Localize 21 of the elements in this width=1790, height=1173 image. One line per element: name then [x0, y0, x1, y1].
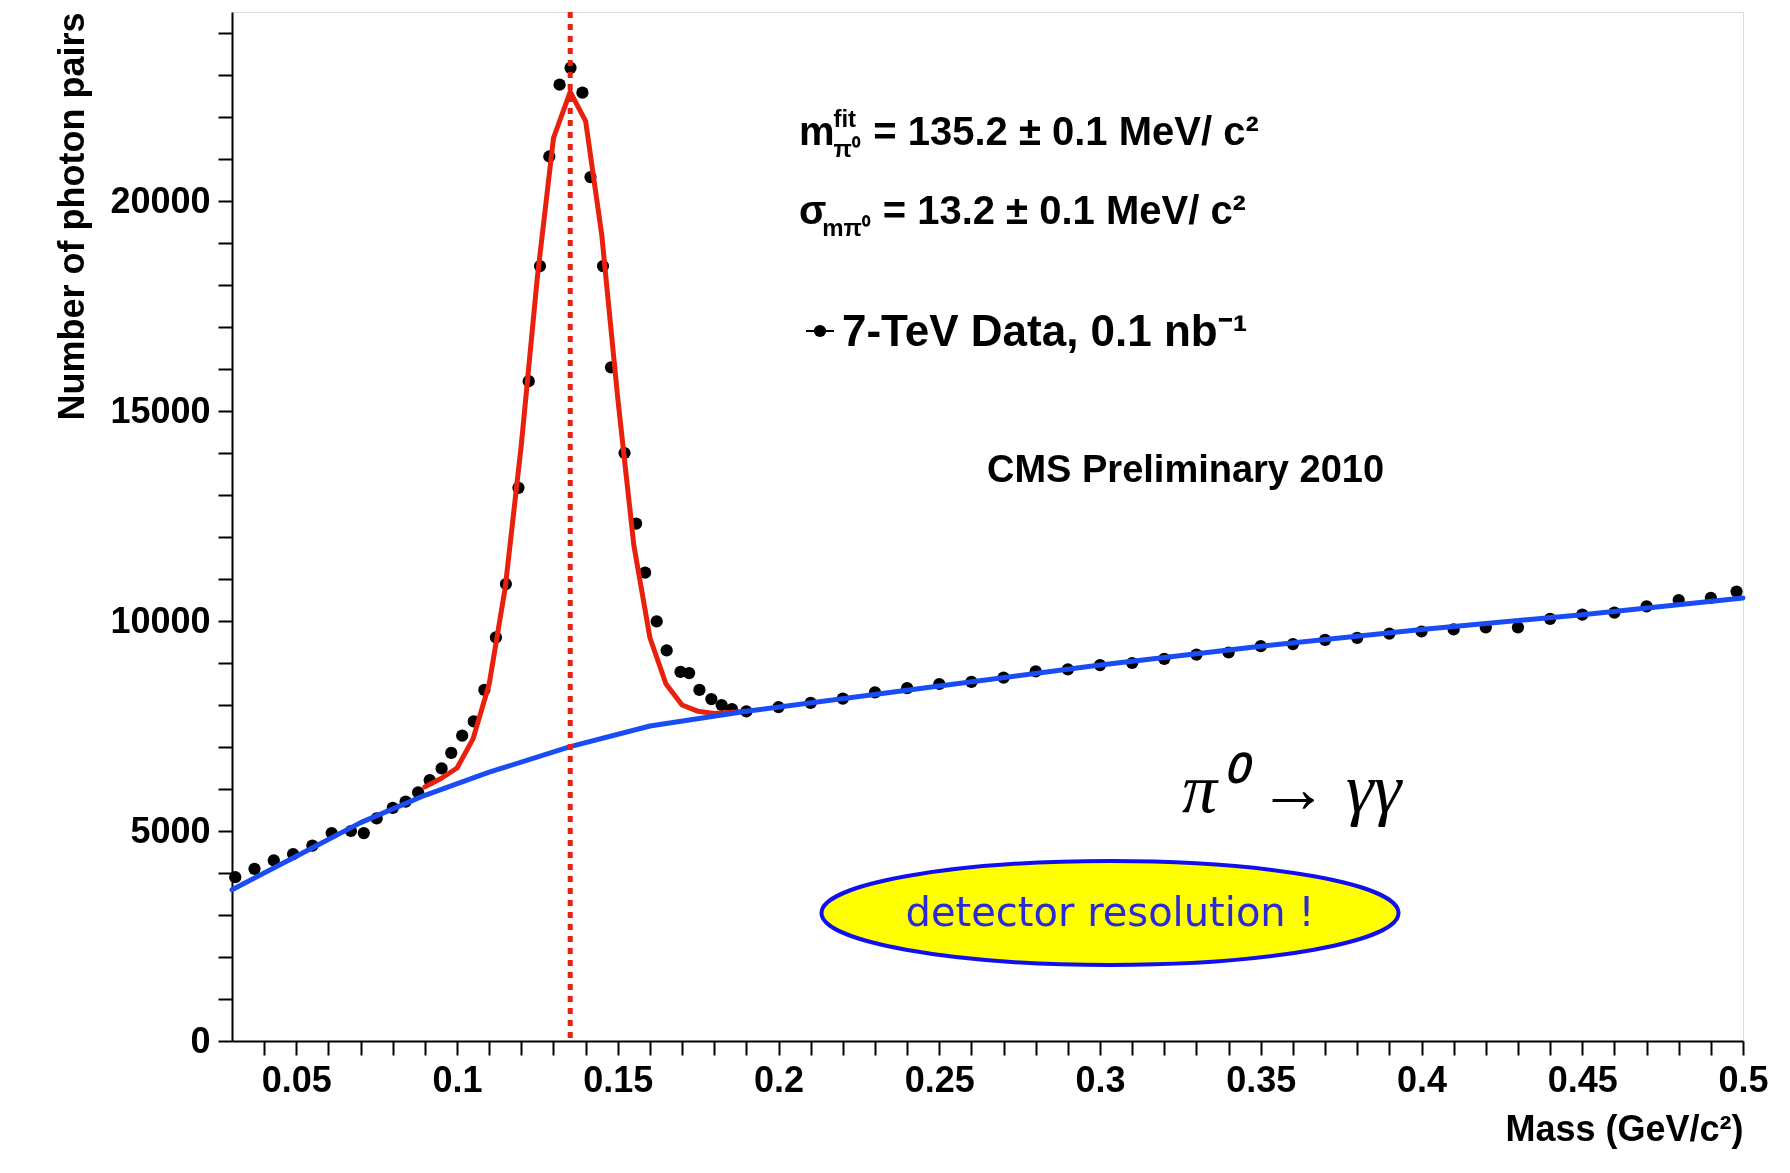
y-axis-title: Number of photon pairs: [51, 12, 93, 421]
legend-label: 7-TeV Data, 0.1 nb⁻¹: [842, 306, 1248, 355]
x-tick-label: 0.5: [1718, 1058, 1769, 1100]
x-tick-label: 0.35: [1226, 1058, 1297, 1100]
x-tick-label: 0.45: [1547, 1058, 1618, 1100]
x-axis-title: Mass (GeV/c²): [1505, 1107, 1744, 1149]
annotation: CMS Preliminary 2010: [987, 448, 1385, 490]
y-tick-label: 10000: [110, 599, 211, 641]
x-tick-label: 0.1: [432, 1058, 483, 1100]
annotation: detector resolution !: [905, 889, 1315, 935]
x-tick-label: 0.25: [904, 1058, 975, 1100]
annotation: π⁰ → γγ: [1182, 750, 1404, 827]
x-tick-label: 0.15: [583, 1058, 654, 1100]
y-tick-label: 20000: [110, 179, 211, 221]
x-tick-label: 0.3: [1075, 1058, 1126, 1100]
x-tick-label: 0.2: [754, 1058, 805, 1100]
y-tick-label: 15000: [110, 389, 211, 431]
x-tick-label: 0.4: [1396, 1058, 1448, 1100]
x-tick-label: 0.05: [261, 1058, 332, 1100]
y-tick-label: 0: [190, 1019, 211, 1061]
y-tick-label: 5000: [130, 809, 211, 851]
